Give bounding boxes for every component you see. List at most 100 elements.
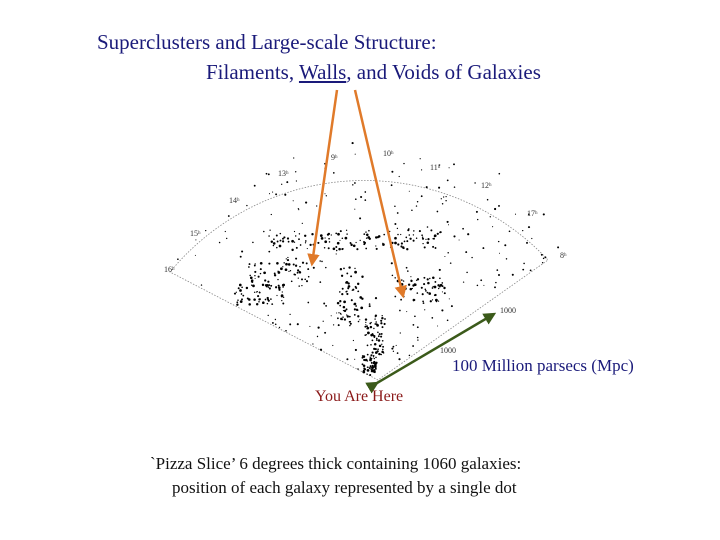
galaxy-dot — [326, 233, 330, 236]
galaxy-dot — [287, 263, 291, 266]
galaxy-dot — [406, 311, 408, 313]
galaxy-dot — [388, 230, 391, 233]
galaxy-dot — [335, 232, 338, 235]
galaxy-dot — [446, 179, 449, 182]
galaxy-dot — [298, 271, 302, 274]
galaxy-dot — [432, 276, 435, 280]
title-line-2: Filaments, Walls, and Voids of Galaxies — [206, 62, 541, 83]
galaxy-dot — [259, 261, 263, 265]
galaxy-dot — [365, 231, 367, 233]
galaxy-dot — [427, 238, 430, 241]
galaxy-dot — [359, 296, 363, 299]
galaxy-dot — [264, 298, 267, 301]
galaxy-dot — [281, 183, 283, 185]
galaxy-dot — [453, 186, 456, 188]
galaxy-dot — [380, 332, 383, 335]
galaxy-dot — [235, 291, 237, 293]
galaxy-dot — [486, 198, 489, 201]
galaxy-dot — [270, 284, 273, 287]
galaxy-dot — [433, 237, 435, 240]
galaxy-dot — [409, 287, 413, 291]
galaxy-dot — [357, 309, 359, 311]
galaxy-dot — [283, 262, 285, 264]
galaxy-dot — [294, 273, 297, 276]
galaxy-dot — [462, 281, 465, 283]
galaxy-dot — [281, 291, 283, 293]
galaxy-dot — [415, 237, 418, 240]
galaxy-dot — [355, 287, 358, 289]
galaxy-dot — [366, 233, 369, 237]
ra-label-15h: 15ʰ — [190, 229, 201, 238]
galaxy-dot — [400, 242, 403, 245]
galaxy-dot — [316, 335, 319, 338]
galaxy-dot — [371, 339, 374, 342]
galaxy-dot — [374, 314, 378, 317]
galaxy-dot — [241, 250, 244, 253]
galaxy-dot — [321, 260, 323, 263]
galaxy-dot — [298, 238, 300, 241]
galaxy-dot — [254, 277, 256, 280]
galaxy-dot — [286, 237, 290, 240]
galaxy-dot — [354, 182, 356, 184]
galaxy-dot — [419, 158, 421, 160]
galaxy-dot — [375, 339, 378, 341]
galaxy-dot — [351, 142, 354, 145]
galaxy-dot — [282, 240, 285, 243]
galaxy-dot — [177, 258, 179, 261]
galaxy-dot — [293, 241, 296, 243]
galaxy-dot — [301, 261, 305, 264]
galaxy-dot — [242, 294, 245, 297]
galaxy-dot — [482, 247, 485, 250]
galaxy-dot — [495, 281, 497, 284]
galaxy-dot — [246, 204, 248, 207]
galaxy-dot — [369, 325, 373, 329]
galaxy-dot — [346, 233, 348, 235]
galaxy-dot — [433, 294, 436, 297]
galaxy-dot — [475, 210, 478, 213]
galaxy-dot — [381, 348, 384, 351]
galaxy-dot — [369, 359, 372, 362]
galaxy-dot — [298, 233, 301, 235]
galaxy-dot — [374, 236, 378, 239]
galaxy-dot — [416, 201, 419, 203]
galaxy-dot — [311, 233, 314, 236]
galaxy-dot — [354, 358, 356, 360]
galaxy-dot — [225, 237, 228, 240]
galaxy-dot — [375, 356, 377, 359]
galaxy-dot — [449, 262, 452, 264]
galaxy-dot — [369, 356, 371, 358]
galaxy-dot — [312, 266, 315, 269]
galaxy-dot — [373, 343, 377, 346]
galaxy-dot — [350, 275, 353, 278]
galaxy-dot — [412, 324, 415, 326]
galaxy-dot — [278, 326, 281, 329]
galaxy-dot — [445, 199, 447, 202]
galaxy-dot — [278, 286, 281, 289]
ra-label-17h: 17ʰ — [527, 209, 538, 218]
galaxy-dot — [443, 286, 446, 290]
galaxy-dot — [378, 344, 382, 348]
galaxy-dot — [257, 275, 260, 278]
galaxy-dot — [425, 238, 427, 241]
galaxy-dot — [437, 325, 439, 327]
galaxy-dot — [255, 291, 258, 293]
galaxy-dot — [259, 272, 262, 275]
galaxy-dot — [365, 324, 367, 326]
galaxy-dot — [343, 300, 346, 304]
galaxy-dot — [448, 167, 450, 169]
galaxy-dot — [383, 322, 386, 326]
galaxy-dot — [364, 191, 367, 193]
galaxy-dot — [283, 236, 286, 239]
galaxy-dot — [251, 281, 254, 283]
you-are-here-label: You Are Here — [315, 388, 404, 405]
galaxy-dot — [364, 318, 368, 321]
galaxy-dot — [268, 193, 271, 195]
galaxy-dot — [413, 283, 416, 285]
galaxy-dot — [369, 322, 372, 325]
galaxy-dot — [399, 309, 401, 312]
galaxy-dot — [423, 246, 426, 249]
galaxy-dot — [391, 170, 394, 173]
galaxy-dot — [307, 275, 310, 278]
galaxy-dot — [257, 295, 260, 298]
galaxy-dot — [377, 348, 379, 351]
